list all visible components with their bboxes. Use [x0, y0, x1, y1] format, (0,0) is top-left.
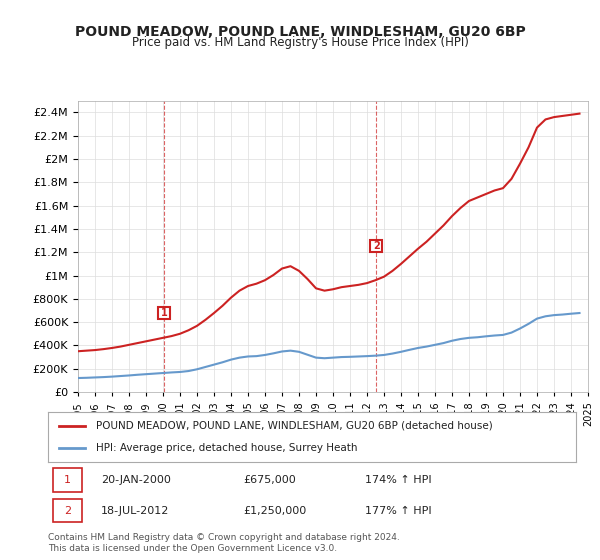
- Text: HPI: Average price, detached house, Surrey Heath: HPI: Average price, detached house, Surr…: [95, 443, 357, 453]
- Text: POUND MEADOW, POUND LANE, WINDLESHAM, GU20 6BP: POUND MEADOW, POUND LANE, WINDLESHAM, GU…: [74, 25, 526, 39]
- Text: Price paid vs. HM Land Registry's House Price Index (HPI): Price paid vs. HM Land Registry's House …: [131, 36, 469, 49]
- Text: 174% ↑ HPI: 174% ↑ HPI: [365, 475, 431, 485]
- Text: £1,250,000: £1,250,000: [244, 506, 307, 516]
- FancyBboxPatch shape: [53, 468, 82, 492]
- Text: £675,000: £675,000: [244, 475, 296, 485]
- Text: Contains HM Land Registry data © Crown copyright and database right 2024.
This d: Contains HM Land Registry data © Crown c…: [48, 533, 400, 553]
- Text: 177% ↑ HPI: 177% ↑ HPI: [365, 506, 431, 516]
- Text: 2: 2: [373, 241, 380, 251]
- FancyBboxPatch shape: [53, 499, 82, 522]
- Text: 1: 1: [161, 309, 167, 319]
- Text: 2: 2: [64, 506, 71, 516]
- Text: POUND MEADOW, POUND LANE, WINDLESHAM, GU20 6BP (detached house): POUND MEADOW, POUND LANE, WINDLESHAM, GU…: [95, 421, 492, 431]
- Text: 18-JUL-2012: 18-JUL-2012: [101, 506, 169, 516]
- Text: 1: 1: [64, 475, 71, 485]
- Text: 20-JAN-2000: 20-JAN-2000: [101, 475, 170, 485]
